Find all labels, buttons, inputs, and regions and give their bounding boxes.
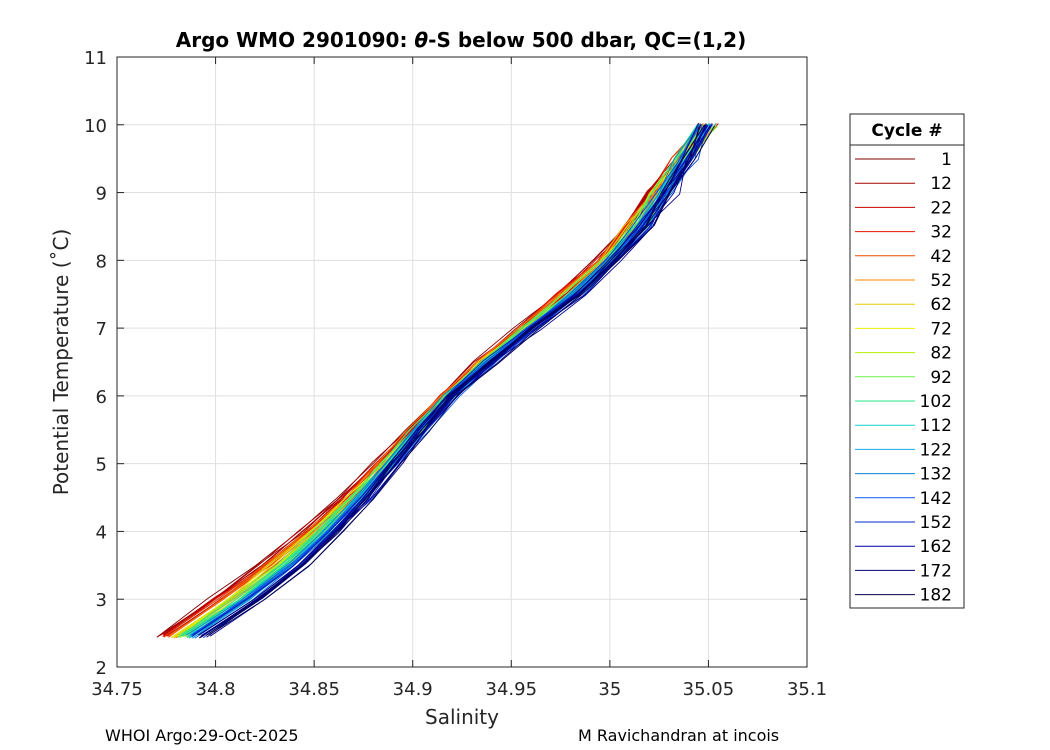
legend-box: [849, 113, 965, 609]
legend-label: 152: [920, 513, 952, 533]
chart-title: Argo WMO 2901090: θ-S below 500 dbar, QC…: [176, 28, 746, 52]
plot-background: [117, 57, 807, 667]
legend-label: 172: [920, 561, 952, 581]
y-tick-label: 2: [96, 658, 107, 679]
x-tick-label: 35: [598, 679, 621, 700]
profile-line: [192, 125, 708, 637]
y-tick-label: 4: [96, 522, 107, 543]
x-tick-label: 34.9: [393, 679, 433, 700]
y-tick-label: 6: [96, 387, 107, 408]
legend-label: 122: [920, 440, 952, 460]
legend-label: 162: [920, 537, 952, 557]
legend-label: 72: [930, 319, 952, 339]
y-tick-label: 8: [96, 251, 107, 272]
title-theta: θ: [414, 28, 428, 52]
x-axis-label: Salinity: [425, 705, 499, 729]
footer-left: WHOI Argo:29-Oct-2025: [105, 726, 299, 745]
legend-label: 32: [930, 223, 952, 243]
profile-line: [168, 123, 703, 637]
footer-right: M Ravichandran at incois: [578, 726, 779, 745]
y-tick-label: 7: [96, 319, 107, 340]
y-tick-label: 5: [96, 455, 107, 476]
axis-ticks: 34.75 34.8 34.85 34.9 34.95 35 35.05 35.1 2 3 4 5 6 7…: [84, 48, 827, 700]
x-tick-label: 34.8: [196, 679, 236, 700]
plot-frame: [116, 56, 808, 668]
legend-label: 62: [930, 295, 952, 315]
legend-label: 22: [930, 198, 952, 218]
profile-lines: [156, 122, 719, 639]
y-tick-label: 3: [96, 590, 107, 611]
y-tick-label: 11: [84, 48, 107, 69]
legend-label: 102: [920, 392, 952, 412]
grid: [117, 57, 807, 667]
profile-line: [156, 123, 701, 638]
legend-label: 42: [930, 247, 952, 267]
legend-label: 12: [930, 174, 952, 194]
legend-entries: 1122232425262728292102112122132142152162…: [855, 150, 952, 606]
legend: Cycle # 11222324252627282921021121221321…: [849, 113, 965, 609]
profile-line: [206, 125, 707, 638]
profile-line: [208, 125, 715, 636]
y-tick-label: 9: [96, 184, 107, 205]
x-tick-label: 35.1: [787, 679, 827, 700]
legend-label: 92: [930, 368, 952, 388]
y-axis-label: Potential Temperature (˚C): [49, 229, 73, 496]
profile-line: [191, 123, 702, 636]
x-tick-label: 34.75: [91, 679, 143, 700]
title-prefix: Argo WMO 2901090:: [176, 28, 415, 52]
x-tick-label: 34.85: [288, 679, 340, 700]
x-tick-label: 35.05: [683, 679, 735, 700]
profile-line: [198, 122, 700, 636]
legend-label: 112: [920, 416, 952, 436]
legend-label: 132: [920, 465, 952, 485]
legend-label: 182: [920, 586, 952, 606]
y-tick-label: 10: [84, 116, 107, 137]
legend-label: 142: [920, 489, 952, 509]
legend-title: Cycle #: [871, 121, 942, 141]
x-tick-label: 34.95: [486, 679, 538, 700]
legend-label: 1: [941, 150, 952, 170]
title-suffix: -S below 500 dbar, QC=(1,2): [428, 28, 746, 52]
legend-label: 52: [930, 271, 952, 291]
profile-line: [205, 123, 702, 636]
legend-label: 82: [930, 344, 952, 364]
